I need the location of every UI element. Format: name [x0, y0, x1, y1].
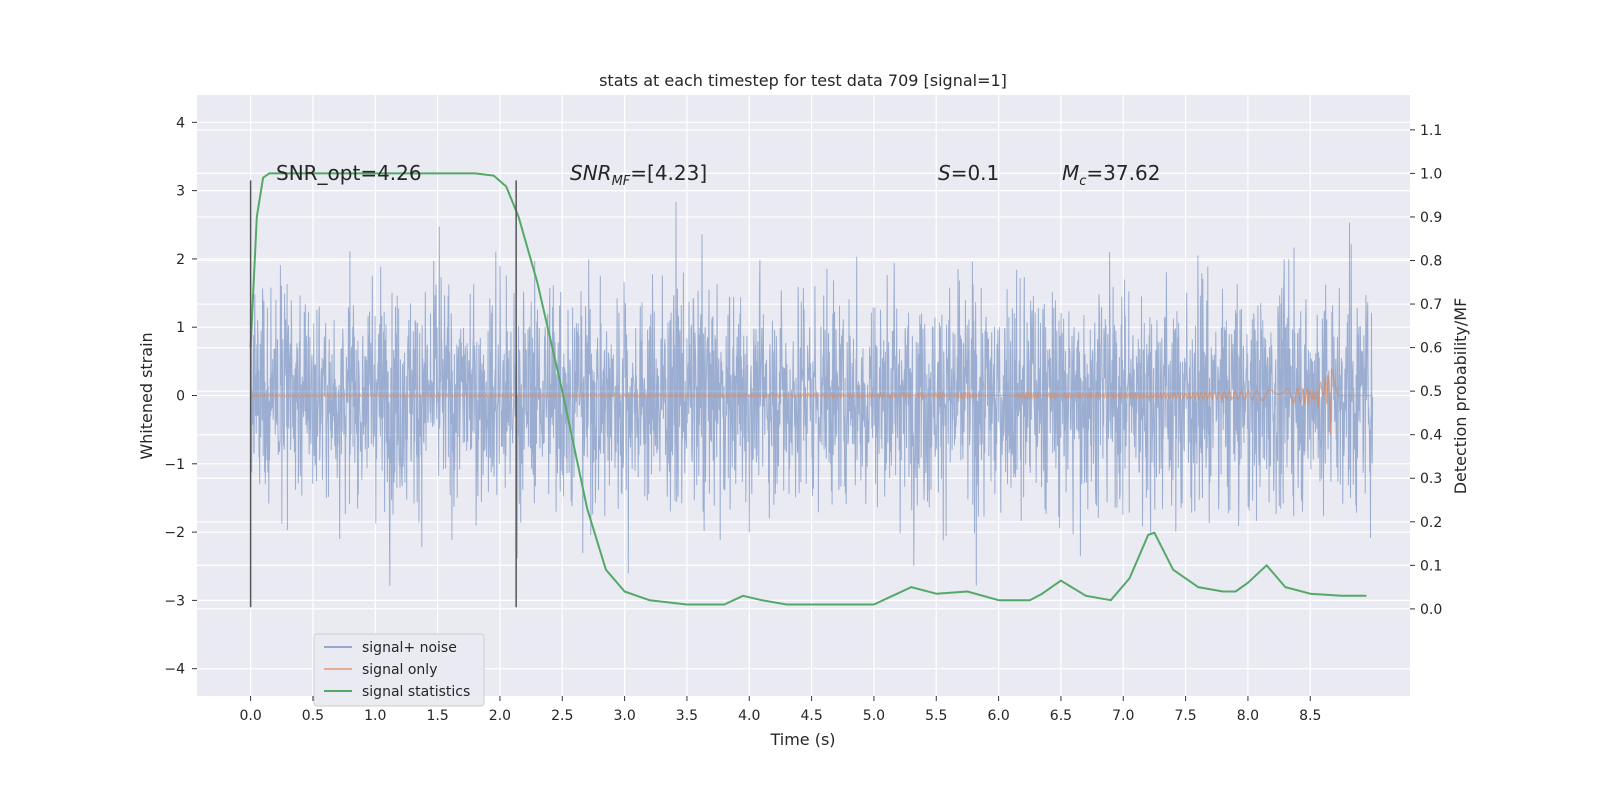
y-right-tick-label: 1.0 [1420, 166, 1442, 182]
annotation-spin-value: =0.1 [951, 161, 1000, 185]
x-tick-label: 5.0 [863, 708, 885, 724]
x-tick-label: 3.5 [676, 708, 698, 724]
y-right-tick-label: 0.8 [1420, 253, 1442, 269]
annotation-snr-opt: SNR_opt=4.26 [276, 161, 422, 185]
signal-statistics-line [249, 172, 1367, 606]
y-right-tick-label: 0.0 [1420, 602, 1442, 618]
annotation-snr-mf-value: =[4.23] [630, 161, 707, 185]
y-left-tick-label: −4 [164, 662, 185, 678]
y-left-tick-label: 1 [176, 320, 185, 336]
x-tick-label: 4.0 [738, 708, 760, 724]
annotation-mc-sub: c [1079, 174, 1086, 189]
signal-only-line [250, 368, 1373, 436]
x-tick-label: 0.5 [302, 708, 324, 724]
annotation-chirp-mass: Mc=37.62 [1062, 161, 1160, 189]
y-left-tick-label: −1 [164, 457, 185, 473]
y-axis-left-label: Whitened strain [137, 332, 156, 459]
y-left-tick-label: −2 [164, 525, 185, 541]
y-axis-left-ticks: 4 3 2 1 0 −1 −2 −3 −4 [164, 115, 197, 678]
vertical-markers [249, 180, 517, 608]
legend-label-signal-only: signal only [362, 662, 437, 678]
signal-noise-line [250, 201, 1374, 586]
legend-label-signal-statistics: signal statistics [362, 684, 470, 700]
annotation-spin: S=0.1 [938, 161, 999, 185]
y-right-tick-label: 0.1 [1420, 558, 1442, 574]
x-tick-label: 3.0 [613, 708, 635, 724]
y-axis-right-label: Detection probability/MF [1451, 298, 1470, 495]
x-axis-ticks: 0.0 0.5 1.0 1.5 2.0 2.5 3.0 3.5 4.0 4.5 5.0 5.5 6.0 6… [239, 696, 1321, 724]
annotation-snr-mf: SNRMF=[4.23] [570, 161, 707, 189]
annotation-spin-base: S [938, 161, 951, 185]
y-right-tick-label: 0.3 [1420, 471, 1442, 487]
chart-title: stats at each timestep for test data 709… [599, 71, 1007, 90]
y-right-tick-label: 0.2 [1420, 515, 1442, 531]
x-tick-label: 1.0 [364, 708, 386, 724]
legend: signal+ noise signal only signal statist… [313, 633, 485, 707]
y-left-tick-label: 0 [176, 389, 185, 405]
series-signal-noise [250, 201, 1374, 586]
annotation-mc-base: M [1062, 161, 1079, 185]
x-tick-label: 4.5 [800, 708, 822, 724]
legend-label-signal-noise: signal+ noise [362, 640, 457, 656]
annotations: SNR_opt=4.26 SNRMF=[4.23] S=0.1 Mc=37.62 [276, 161, 1160, 189]
y-right-tick-label: 0.7 [1420, 297, 1442, 313]
x-tick-label: 6.5 [1050, 708, 1072, 724]
x-tick-label: 7.5 [1174, 708, 1196, 724]
x-tick-label: 8.0 [1237, 708, 1259, 724]
x-tick-label: 2.0 [489, 708, 511, 724]
y-right-tick-label: 1.1 [1420, 123, 1442, 139]
annotation-mc-value: =37.62 [1086, 161, 1160, 185]
x-tick-label: 0.0 [239, 708, 261, 724]
x-tick-label: 2.5 [551, 708, 573, 724]
x-tick-label: 6.0 [987, 708, 1009, 724]
annotation-snr-mf-sub: MF [612, 174, 631, 189]
y-left-tick-label: 2 [176, 252, 185, 268]
x-tick-label: 7.0 [1112, 708, 1134, 724]
y-left-tick-label: 3 [176, 184, 185, 200]
series-signal-statistics [249, 172, 1367, 606]
y-right-tick-label: 0.9 [1420, 210, 1442, 226]
x-tick-label: 1.5 [426, 708, 448, 724]
y-left-tick-label: −3 [164, 593, 185, 609]
x-tick-label: 8.5 [1299, 708, 1321, 724]
y-right-tick-label: 0.5 [1420, 384, 1442, 400]
y-right-tick-label: 0.6 [1420, 341, 1442, 357]
y-axis-right-ticks: 1.1 1.0 0.9 0.8 0.7 0.6 0.5 0.4 0.3 0.2 0.1 0.0 [1410, 123, 1442, 618]
y-right-tick-label: 0.4 [1420, 428, 1442, 444]
y-left-tick-label: 4 [176, 115, 185, 131]
x-axis-label: Time (s) [769, 730, 835, 749]
x-tick-label: 5.5 [925, 708, 947, 724]
series-signal-only [250, 368, 1373, 436]
annotation-snr-mf-base: SNR [570, 161, 612, 185]
legend-box [313, 633, 485, 707]
